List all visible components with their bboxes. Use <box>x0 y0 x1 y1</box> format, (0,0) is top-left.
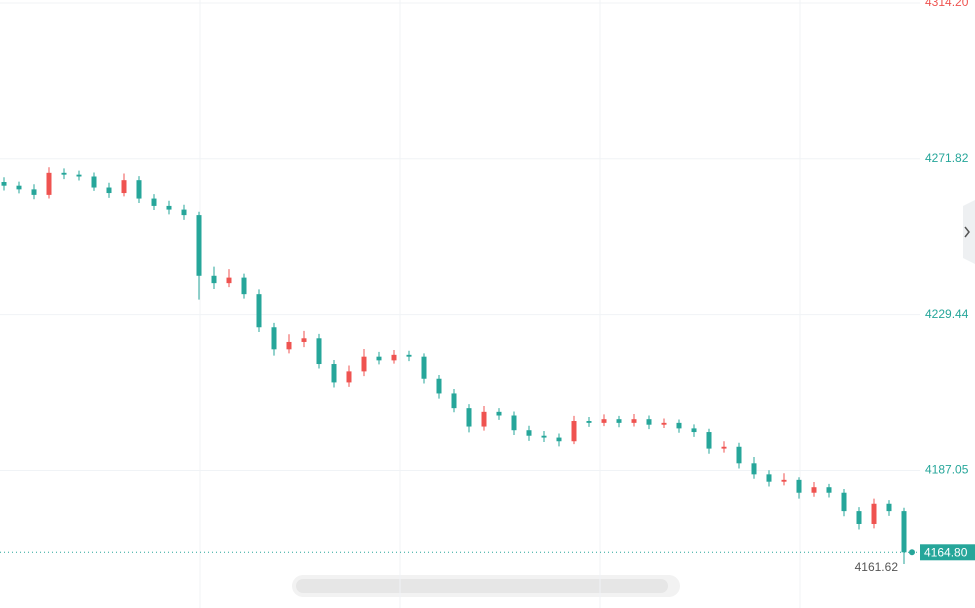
candle-body <box>811 487 817 493</box>
candle-body <box>436 378 442 394</box>
candle-body <box>511 415 517 431</box>
candle-body <box>751 463 757 475</box>
candle-body <box>226 277 232 284</box>
candle-body <box>571 421 577 442</box>
candle-body <box>46 172 52 195</box>
candle-body <box>706 432 712 449</box>
candle-body <box>256 294 262 328</box>
last-price-tag <box>920 544 975 561</box>
last-price-dot <box>909 549 915 556</box>
candle-body <box>1 182 7 186</box>
candle-body <box>181 209 187 216</box>
candle-body <box>136 180 142 199</box>
candle-body <box>886 503 892 512</box>
candle-body <box>721 446 727 449</box>
candle-body <box>466 408 472 427</box>
candle-body <box>211 275 217 284</box>
y-tick-label: 4229.44 <box>925 307 969 321</box>
candle-body <box>601 419 607 423</box>
candle-body <box>736 446 742 464</box>
candle-body <box>331 364 337 383</box>
toggle-arrow <box>964 226 970 238</box>
candle-body <box>766 474 772 482</box>
y-tick-label: 4314.20 <box>925 0 969 9</box>
candle-body <box>76 174 82 177</box>
candle-body <box>796 479 802 493</box>
candle-body <box>301 338 307 342</box>
candle-body <box>61 172 67 175</box>
candle-body <box>541 435 547 438</box>
candle-body <box>121 180 127 194</box>
candle-body <box>196 215 202 276</box>
candle-body <box>91 176 97 188</box>
candle-body <box>481 411 487 427</box>
candle-body <box>406 354 412 357</box>
candle-body <box>421 356 427 379</box>
candle-body <box>646 419 652 425</box>
candle-body <box>691 428 697 433</box>
candle-body <box>316 338 322 365</box>
candle-body <box>631 419 637 423</box>
candle-body <box>661 422 667 425</box>
candle-body <box>871 503 877 524</box>
candle-body <box>361 356 367 372</box>
last-price-label: 4164.80 <box>924 545 968 559</box>
candle-body <box>166 205 172 210</box>
candle-body <box>556 437 562 442</box>
candle-body <box>616 419 622 423</box>
candle-body <box>496 411 502 416</box>
candle-body <box>376 356 382 361</box>
candle-body <box>841 492 847 512</box>
candle-body <box>31 189 37 195</box>
candle-body <box>286 341 292 350</box>
candle-body <box>346 371 352 383</box>
low-label: 4161.62 <box>855 560 899 574</box>
candle-body <box>826 487 832 493</box>
candle-body <box>106 187 112 194</box>
y-tick-label: 4187.05 <box>925 463 969 477</box>
candle-body <box>151 198 157 206</box>
candle-body <box>901 511 907 553</box>
candle-body <box>16 185 22 190</box>
y-tick-label: 4271.82 <box>925 151 969 165</box>
candle-body <box>856 511 862 524</box>
scrollbar-thumb[interactable] <box>296 579 668 593</box>
candle-body <box>781 479 787 482</box>
candle-body <box>241 277 247 295</box>
candle-body <box>526 430 532 436</box>
candle-body <box>586 421 592 423</box>
candle-body <box>451 393 457 409</box>
candle-body <box>676 422 682 429</box>
candle-body <box>391 354 397 361</box>
candle-body <box>271 327 277 350</box>
